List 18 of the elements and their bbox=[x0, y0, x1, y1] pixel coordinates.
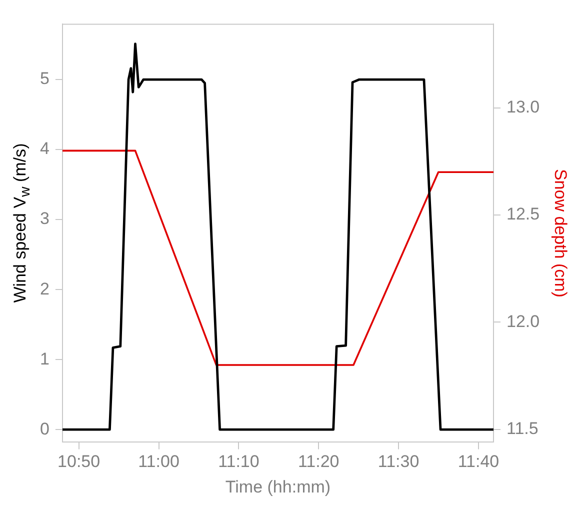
x-tick-label: 11:40 bbox=[458, 452, 500, 472]
y2-tick-label: 12.5 bbox=[506, 204, 540, 224]
x-tick-label: 11:20 bbox=[298, 452, 340, 472]
y2-tick-label: 12.0 bbox=[506, 312, 540, 331]
x-tick-label: 11:10 bbox=[218, 452, 260, 472]
y-tick-label: 5 bbox=[40, 69, 50, 88]
y-tick-label: 4 bbox=[40, 139, 50, 158]
y-tick-label: 3 bbox=[40, 209, 50, 228]
y2-tick-label: 11.5 bbox=[506, 419, 538, 438]
y2-axis-title: Snow depth (cm) bbox=[551, 168, 570, 298]
x-tick-label: 10:50 bbox=[58, 452, 100, 472]
y-tick-label: 0 bbox=[40, 419, 50, 438]
x-axis-title: Time (hh:mm) bbox=[225, 477, 331, 496]
y2-tick-label: 13.0 bbox=[506, 97, 540, 116]
y-tick-label: 2 bbox=[40, 279, 50, 298]
y-tick-label: 1 bbox=[40, 349, 50, 368]
x-tick-label: 11:00 bbox=[138, 452, 180, 472]
x-tick-label: 11:30 bbox=[378, 452, 420, 472]
